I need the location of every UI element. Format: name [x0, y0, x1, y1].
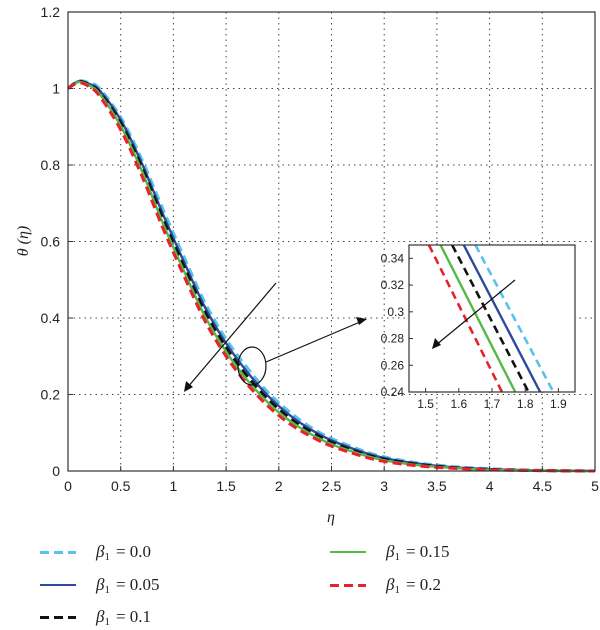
x-tick-label: 1.5 [216, 478, 236, 494]
legend-swatch [40, 584, 76, 586]
legend-swatch [330, 583, 366, 587]
legend-symbol: β [96, 575, 105, 594]
x-tick-label: 4.5 [533, 478, 553, 494]
y-axis-ticks: 0 0.2 0.4 0.6 0.8 1 1.2 [41, 4, 73, 479]
inset-series-line-2 [451, 244, 530, 393]
y-tick-label: 0.8 [41, 157, 61, 173]
trend-arrowhead [184, 381, 193, 392]
legend-swatch [40, 550, 76, 554]
y-tick-label: 1.2 [41, 4, 61, 20]
series-line-3 [67, 80, 596, 473]
x-tick-label: 4 [486, 478, 494, 494]
inset-x-tick-label: 1.8 [517, 397, 534, 411]
inset-chart: 1.5 1.6 1.7 1.8 1.9 0.24 0.26 0.28 0.3 0.32 0.34 [381, 244, 576, 411]
annotations [184, 282, 367, 392]
x-tick-label: 2 [275, 478, 283, 494]
legend-swatch [330, 551, 366, 553]
legend-subscript: 1 [394, 551, 400, 563]
legend-value: = 0.1 [115, 607, 152, 626]
inset-series-line-1 [462, 244, 542, 393]
inset-trend-arrowhead [432, 338, 441, 349]
inset-y-tick-label: 0.28 [381, 332, 405, 346]
zoom-ellipse [237, 346, 267, 386]
y-tick-label: 0 [52, 463, 60, 479]
x-tick-label: 5 [591, 478, 599, 494]
legend-subscript: 1 [394, 584, 400, 596]
x-axis-label: η [327, 509, 335, 526]
inset-x-tick-label: 1.7 [484, 397, 501, 411]
trend-arrow [186, 282, 277, 389]
legend-symbol: β [386, 575, 395, 594]
inset-y-tick-label: 0.3 [387, 305, 404, 319]
x-tick-label: 3.5 [427, 478, 447, 494]
legend-value: = 0.0 [115, 542, 152, 561]
legend-subscript: 1 [104, 584, 110, 596]
x-tick-label: 0 [64, 478, 72, 494]
inset-y-tick-label: 0.24 [381, 385, 405, 399]
y-tick-label: 0.2 [41, 387, 61, 403]
inset-background [409, 245, 575, 392]
inset-y-ticks: 0.24 0.26 0.28 0.3 0.32 0.34 [381, 251, 413, 399]
inset-x-tick-label: 1.5 [417, 397, 434, 411]
legend-symbol: β [96, 607, 105, 626]
inset-trend-arrow [435, 279, 516, 346]
inset-series [427, 244, 555, 393]
series-line-4 [67, 81, 596, 473]
y-tick-label: 0.6 [41, 234, 61, 250]
legend-swatch [40, 615, 76, 619]
x-tick-label: 2.5 [322, 478, 342, 494]
x-axis-ticks: 0 0.5 1 1.5 2 2.5 3 3.5 4 4.5 5 [64, 466, 599, 494]
legend-value: = 0.15 [405, 542, 450, 561]
inset-y-tick-label: 0.26 [381, 358, 405, 372]
zoom-arrowhead [356, 317, 367, 325]
inset-y-tick-label: 0.34 [381, 251, 405, 265]
inset-x-ticks: 1.5 1.6 1.7 1.8 1.9 [417, 388, 567, 411]
inset-x-tick-label: 1.6 [450, 397, 467, 411]
legend-subscript: 1 [104, 616, 110, 628]
x-tick-label: 3 [380, 478, 388, 494]
chart: 0 0.5 1 1.5 2 2.5 3 3.5 4 4.5 5 00.20.40.60.811.2 … [15, 4, 599, 526]
inset-x-tick-label: 1.9 [550, 397, 567, 411]
chart-series [67, 79, 596, 473]
legend-value: = 0.05 [115, 575, 160, 594]
inset-y-tick-label: 0.32 [381, 278, 405, 292]
inset-series-line-3 [439, 244, 517, 393]
legend-subscript: 1 [104, 551, 110, 563]
inset-series-line-0 [474, 244, 555, 393]
x-tick-label: 0.5 [111, 478, 131, 494]
inset-series-line-4 [427, 244, 504, 393]
y-axis-label: θ (η) [15, 226, 32, 256]
zoom-arrow [265, 321, 361, 363]
y-tick-label: 1 [52, 81, 60, 97]
y-tick-label: 0.4 [41, 310, 61, 326]
legend-symbol: β [386, 542, 395, 561]
legend-symbol: β [96, 542, 105, 561]
legend-value: = 0.2 [405, 575, 442, 594]
x-tick-label: 1 [170, 478, 178, 494]
